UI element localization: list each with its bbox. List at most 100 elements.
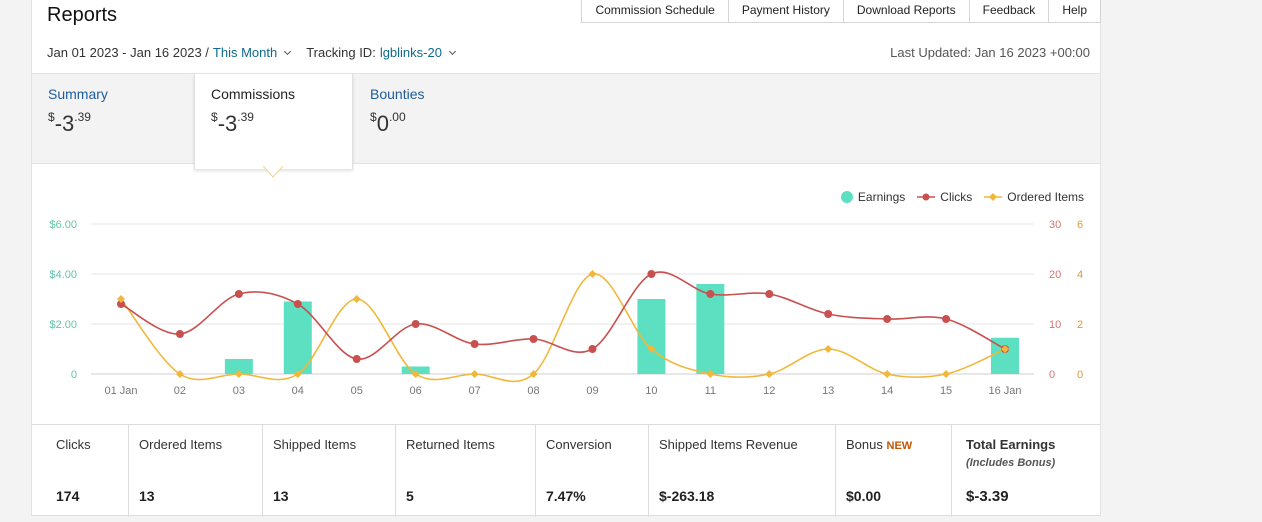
x-tick-label: 04 <box>292 385 304 397</box>
clicks-point <box>117 300 125 308</box>
stat-conversion: Conversion 7.47% <box>536 425 649 517</box>
x-tick-label: 16 Jan <box>988 385 1021 397</box>
filter-bar: Jan 01 2023 - Jan 16 2023 / This Month T… <box>47 45 463 60</box>
last-updated: Last Updated: Jan 16 2023 +00:00 <box>890 45 1090 60</box>
x-tick-label: 03 <box>233 385 245 397</box>
ordered-items-point <box>293 370 302 378</box>
chevron-down-icon[interactable] <box>448 47 457 55</box>
chart-legend: Earnings Clicks Ordered Items <box>829 190 1084 204</box>
ordered-items-point <box>470 370 479 378</box>
clicks-point <box>293 300 302 308</box>
chevron-down-icon[interactable] <box>284 47 292 55</box>
y-tick-label-items: 6 <box>1077 219 1083 231</box>
ordered-items-point <box>117 295 125 303</box>
tab-pointer-icon <box>263 166 283 178</box>
clicks-point <box>175 330 184 338</box>
tab-label: Commissions <box>211 86 296 102</box>
stat-shipped-revenue: Shipped Items Revenue $-263.18 <box>649 425 836 517</box>
x-tick-label: 08 <box>527 385 539 397</box>
ordered-items-point <box>234 370 243 378</box>
clicks-point <box>411 320 420 328</box>
x-tick-label: 01 Jan <box>104 385 137 397</box>
ordered-items-point <box>883 370 892 378</box>
payment-history-button[interactable]: Payment History <box>728 0 844 23</box>
page-title: Reports <box>47 4 118 26</box>
reports-card: Reports Commission Schedule Payment Hist… <box>31 0 1101 517</box>
earnings-chart: $6.00 30 6$4.00 20 4$2.00 10 20 0 001 Jan 02 03 04 0… <box>49 219 1083 397</box>
ordered-items-point <box>824 345 833 353</box>
ordered-items-point <box>647 345 656 353</box>
earnings-bar <box>283 301 312 374</box>
new-badge: NEW <box>886 440 913 452</box>
y-tick-label-clicks: 20 <box>1049 269 1061 281</box>
tab-value: $-3.39 <box>211 110 254 136</box>
ordered-items-point <box>706 370 715 378</box>
y-tick-label: $4.00 <box>49 269 77 281</box>
x-tick-label: 06 <box>410 385 422 397</box>
tab-bounties[interactable]: Bounties $0.00 <box>354 74 504 165</box>
legend-earnings[interactable]: Earnings <box>840 190 905 204</box>
y-tick-label-items: 4 <box>1077 269 1083 281</box>
x-tick-label: 10 <box>645 385 657 397</box>
clicks-point <box>588 345 597 353</box>
tab-value: $0.00 <box>370 110 406 136</box>
feedback-button[interactable]: Feedback <box>969 0 1050 23</box>
x-tick-label: 12 <box>763 385 775 397</box>
tab-label: Summary <box>48 86 108 102</box>
line-marker-icon <box>984 193 1003 201</box>
clicks-point <box>647 270 656 278</box>
date-range: Jan 01 2023 - Jan 16 2023 / <box>47 45 209 60</box>
clicks-point <box>234 290 243 298</box>
clicks-point <box>352 355 361 363</box>
y-tick-label-items: 2 <box>1077 319 1083 331</box>
tracking-id-dropdown[interactable]: lgblinks-20 <box>379 45 442 60</box>
ordered-items-point <box>765 370 774 378</box>
clicks-point <box>883 315 892 323</box>
x-tick-label: 02 <box>174 385 186 397</box>
tab-value: $-3.39 <box>48 110 91 136</box>
legend-ordered-items[interactable]: Ordered Items <box>984 190 1084 204</box>
x-tick-label: 14 <box>881 385 893 397</box>
stat-bonus: Bonus NEW $0.00 <box>836 425 952 517</box>
legend-clicks[interactable]: Clicks <box>917 190 972 204</box>
ordered-items-point <box>352 295 361 303</box>
period-dropdown[interactable]: This Month <box>212 45 278 60</box>
download-reports-button[interactable]: Download Reports <box>843 0 970 23</box>
top-nav: Commission Schedule Payment History Down… <box>581 0 1101 23</box>
ordered-items-point <box>1001 345 1009 353</box>
x-tick-label: 05 <box>351 385 363 397</box>
x-tick-label: 09 <box>586 385 598 397</box>
earnings-bar <box>224 359 253 374</box>
stat-clicks: Clicks 174 <box>32 425 129 517</box>
tab-summary[interactable]: Summary $-3.39 <box>32 74 194 165</box>
clicks-point <box>765 290 774 298</box>
y-tick-label-clicks: 10 <box>1049 319 1061 331</box>
earnings-bar <box>696 284 725 374</box>
clicks-point <box>824 310 833 318</box>
line-marker-icon <box>917 193 936 201</box>
tab-commissions[interactable]: Commissions $-3.39 <box>194 74 353 169</box>
stat-returned-items: Returned Items 5 <box>396 425 536 517</box>
legend-dot-icon <box>840 191 853 203</box>
ordered-items-line <box>120 273 1006 383</box>
y-tick-label: 0 <box>71 369 77 381</box>
clicks-line <box>120 271 1006 360</box>
x-tick-label: 07 <box>468 385 480 397</box>
ordered-items-point <box>529 370 538 378</box>
stat-total-earnings: Total Earnings (Includes Bonus) $-3.39 <box>966 437 1056 505</box>
ordered-items-point <box>588 270 597 278</box>
stats-row: Clicks 174 Ordered Items 13 Shipped Item… <box>32 424 1100 517</box>
clicks-point <box>470 340 479 348</box>
tabs-bar: Summary $-3.39 Commissions $-3.39 Bounti… <box>32 73 1100 169</box>
clicks-point <box>942 315 951 323</box>
help-button[interactable]: Help <box>1049 0 1101 23</box>
ordered-items-point <box>411 370 420 378</box>
y-tick-label: $2.00 <box>49 319 77 331</box>
tracking-label: Tracking ID: <box>306 45 376 60</box>
stat-shipped-items: Shipped Items 13 <box>263 425 396 517</box>
stat-ordered-items: Ordered Items 13 <box>129 425 263 517</box>
y-tick-label-clicks: 0 <box>1049 369 1055 381</box>
ordered-items-point <box>175 370 184 378</box>
commission-schedule-button[interactable]: Commission Schedule <box>581 0 729 23</box>
tab-label: Bounties <box>370 86 425 102</box>
